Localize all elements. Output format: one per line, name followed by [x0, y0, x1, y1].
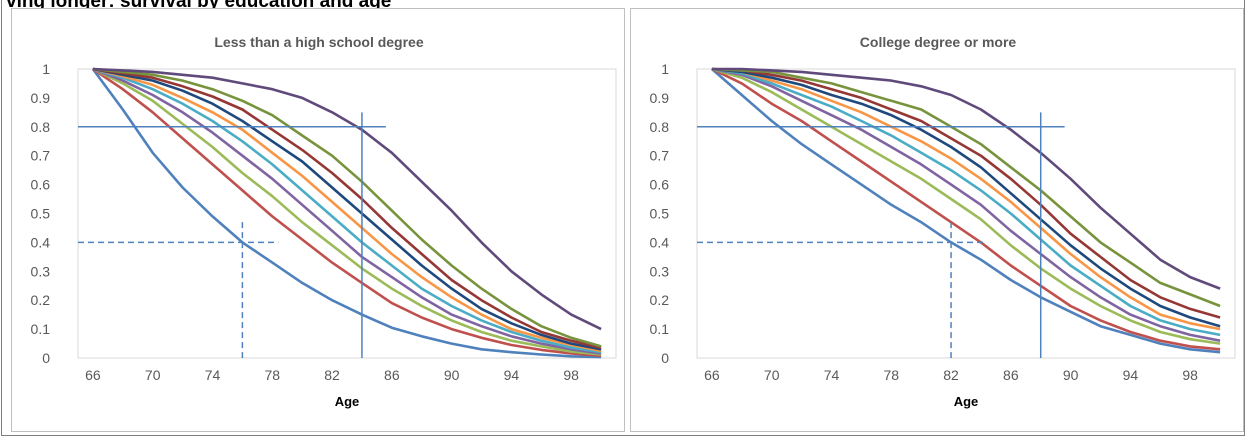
x-tick-label: 66: [704, 367, 720, 383]
x-tick-label: 74: [824, 367, 840, 383]
x-tick-label: 66: [85, 367, 101, 383]
y-tick-label: 1: [661, 61, 669, 77]
y-tick-label: 0.1: [650, 321, 670, 337]
x-tick-label: 82: [943, 367, 959, 383]
x-tick-label: 94: [1123, 367, 1139, 383]
series-line-3: [92, 67, 602, 356]
x-tick-label: 70: [764, 367, 780, 383]
x-tick-label: 94: [504, 367, 520, 383]
x-tick-label: 98: [1182, 367, 1198, 383]
series-line-1: [91, 68, 602, 359]
x-tick-label: 70: [145, 367, 161, 383]
y-tick-label: 0.9: [31, 90, 51, 106]
series-line-8: [711, 67, 1221, 319]
y-tick-label: 0.7: [31, 148, 51, 164]
y-tick-label: 0.1: [31, 321, 51, 337]
x-tick-label: 82: [324, 367, 340, 383]
chart-panel-college-degree: College degree or more 0 0.1 0.2 0.3 0.4 0.5 0.…: [630, 8, 1244, 432]
x-tick-label: 90: [1063, 367, 1079, 383]
page-title: ving longer: survival by education and a…: [6, 0, 392, 12]
x-tick-label: 78: [883, 367, 899, 383]
x-tick-label: 86: [384, 367, 400, 383]
y-tick-label: 0.8: [650, 119, 670, 135]
series-line-1: [711, 68, 1221, 354]
x-tick-label: 90: [444, 367, 460, 383]
y-tick-label: 0.9: [650, 90, 670, 106]
y-tick-label: 0.6: [31, 177, 51, 193]
series-line-9: [711, 67, 1221, 308]
x-tick-label: 78: [264, 367, 280, 383]
series-line-5: [92, 67, 602, 354]
series-line-2: [711, 67, 1221, 351]
y-tick-label: 0.2: [31, 292, 51, 308]
x-tick-label: 74: [205, 367, 221, 383]
y-tick-label: 0.5: [31, 206, 51, 222]
series-line-2: [92, 67, 602, 357]
y-tick-label: 0.7: [650, 148, 670, 164]
chart-svg-less-than-high-school: Less than a high school degree 0 0.1 0.2 0.3…: [31, 34, 617, 409]
y-tick-label: 1: [42, 61, 50, 77]
y-tick-label: 0.3: [650, 263, 670, 279]
plot-area: [696, 68, 1236, 359]
plot-area: [77, 68, 617, 359]
series-line-7: [711, 67, 1221, 328]
y-tick-label: 0: [661, 350, 669, 366]
y-tick-label: 0.5: [650, 206, 670, 222]
y-tick-label: 0.4: [31, 234, 51, 250]
x-tick-label: 98: [563, 367, 579, 383]
x-tick-label: 86: [1003, 367, 1019, 383]
x-axis-label: Age: [954, 394, 979, 409]
series-line-5: [711, 67, 1221, 337]
y-tick-label: 0: [42, 350, 50, 366]
y-tick-label: 0.3: [31, 263, 51, 279]
y-tick-label: 0.2: [650, 292, 670, 308]
y-tick-label: 0.8: [31, 119, 51, 135]
series-line-10: [92, 67, 602, 331]
chart-title: College degree or more: [860, 34, 1017, 50]
y-tick-label: 0.6: [650, 177, 670, 193]
x-axis-label: Age: [335, 394, 360, 409]
series-line-7: [92, 67, 602, 351]
chart-title: Less than a high school degree: [214, 34, 423, 50]
series-line-3: [711, 67, 1221, 345]
series-line-4: [711, 67, 1221, 342]
series-line-9: [92, 67, 602, 348]
chart-panel-less-than-high-school: Less than a high school degree 0 0.1 0.2 0.3…: [11, 8, 625, 432]
chart-svg-college-degree: College degree or more 0 0.1 0.2 0.3 0.4 0.5 0.…: [650, 34, 1236, 409]
series-line-10: [711, 67, 1221, 290]
series-line-6: [711, 67, 1221, 331]
series-line-8: [92, 67, 602, 350]
series-line-4: [92, 67, 602, 355]
y-tick-label: 0.4: [650, 234, 670, 250]
series-line-6: [92, 67, 602, 353]
